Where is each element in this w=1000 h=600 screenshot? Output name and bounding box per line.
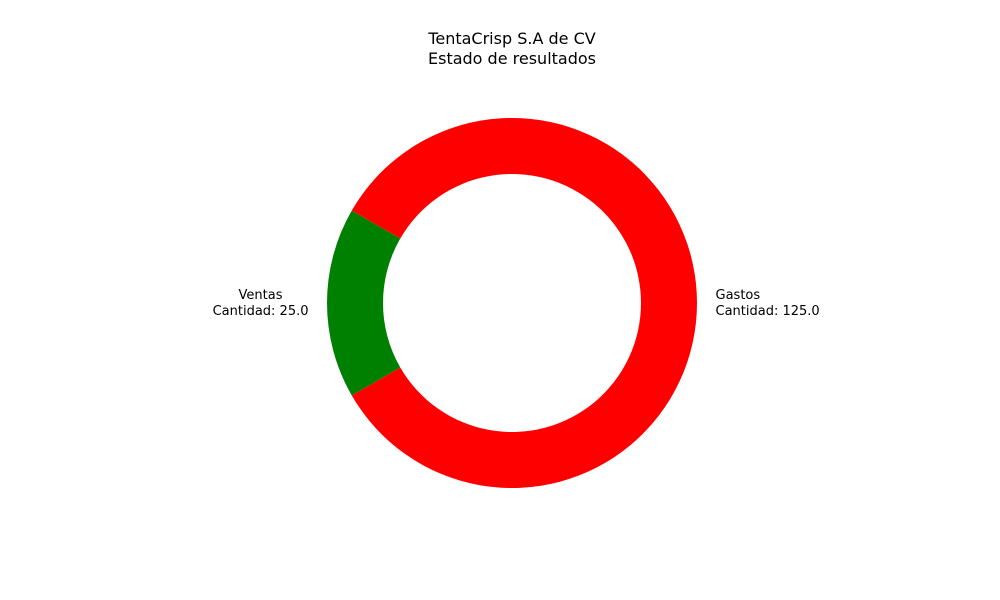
chart-subtitle: Estado de resultados bbox=[428, 49, 596, 68]
slice-label-name: Ventas bbox=[239, 288, 283, 303]
slice-label-ventas: Ventas Cantidad: 25.0 bbox=[213, 288, 309, 319]
slice-label-amount: Cantidad: 25.0 bbox=[213, 304, 309, 319]
slice-ventas bbox=[327, 210, 401, 396]
chart-title: TentaCrisp S.A de CV bbox=[427, 29, 595, 48]
slice-label-amount: Cantidad: 125.0 bbox=[716, 304, 820, 319]
slice-label-name: Gastos bbox=[716, 288, 761, 303]
slice-labels: Ventas Cantidad: 25.0 Gastos Cantidad: 125.… bbox=[213, 288, 820, 319]
slice-gastos bbox=[351, 118, 697, 488]
donut-slices bbox=[327, 118, 697, 488]
slice-label-gastos: Gastos Cantidad: 125.0 bbox=[716, 288, 820, 319]
